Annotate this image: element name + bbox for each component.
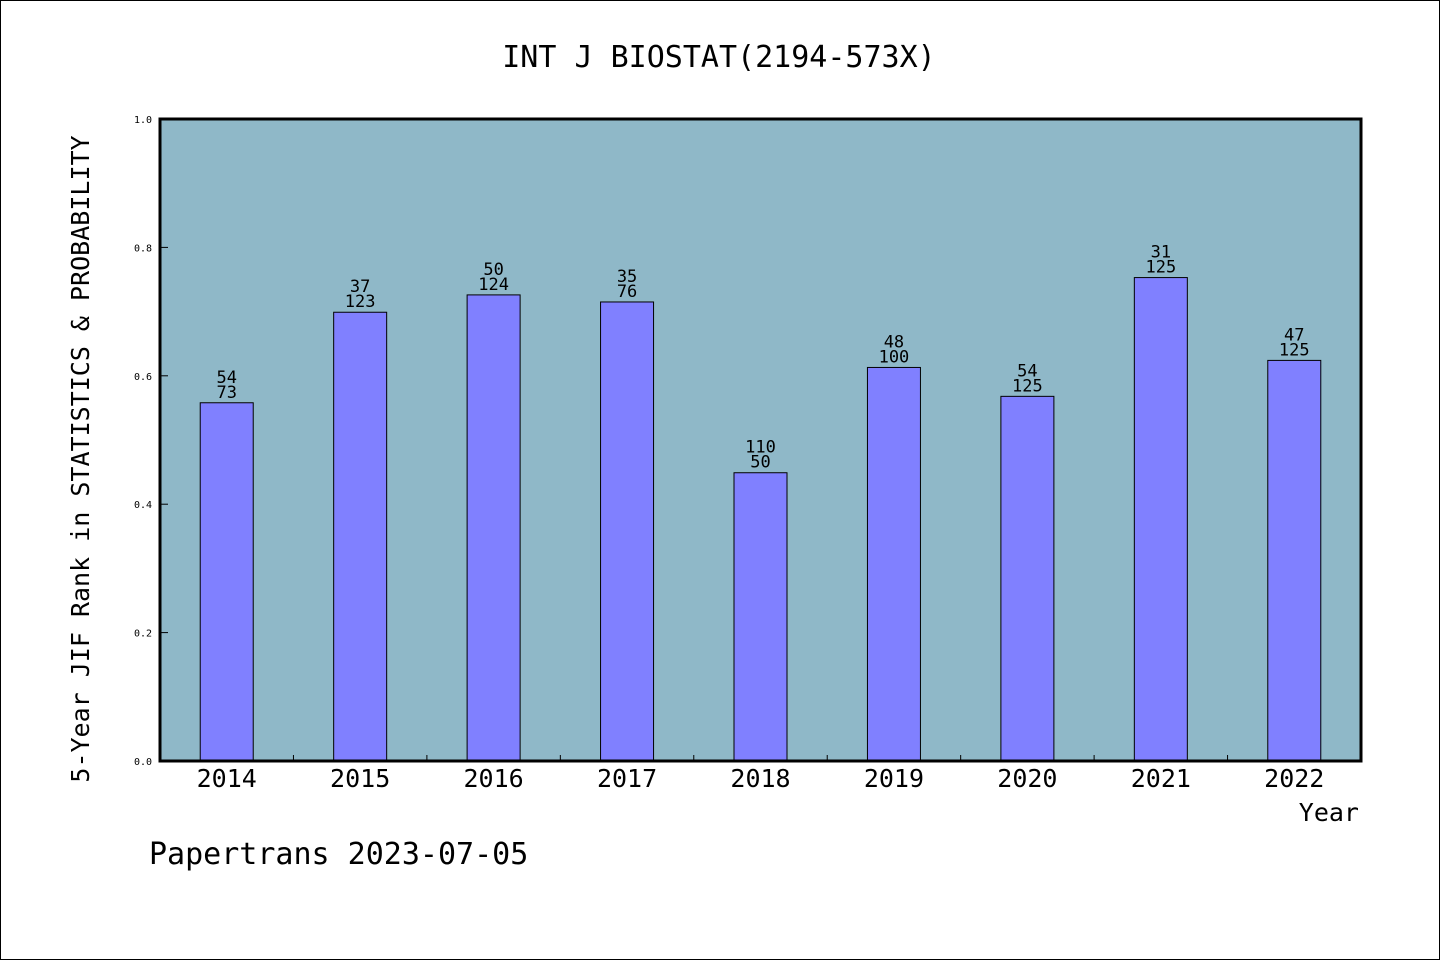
bar-rank-label: 31 xyxy=(1151,243,1171,263)
y-tick-label: 0.8 xyxy=(134,243,152,254)
y-axis-label: 5-Year JIF Rank in STATISTICS & PROBABIL… xyxy=(66,135,95,782)
x-tick-label: 2020 xyxy=(997,764,1057,793)
bar-total-label: 100 xyxy=(879,347,910,367)
bar-rank-label: 54 xyxy=(1017,361,1037,381)
bar-rank-label: 50 xyxy=(483,260,503,280)
chart-title: INT J BIOSTAT(2194-573X) xyxy=(502,40,935,75)
bars xyxy=(199,277,1322,762)
plot-border xyxy=(158,117,1363,763)
bar-total-label: 76 xyxy=(617,282,637,302)
x-tick-label: 2022 xyxy=(1264,764,1324,793)
x-axis-label: Year xyxy=(1299,798,1359,827)
y-tick-label: 0.0 xyxy=(134,757,152,768)
bar-total-label: 124 xyxy=(478,275,509,295)
x-tick-label: 2017 xyxy=(597,764,657,793)
bar-2017 xyxy=(600,301,655,762)
x-tick-label: 2016 xyxy=(464,764,524,793)
x-tick-label: 2018 xyxy=(730,764,790,793)
bar-rank-label: 48 xyxy=(884,332,904,352)
y-tick-label: 1.0 xyxy=(134,115,152,126)
bar-total-label: 125 xyxy=(1145,258,1176,278)
bar-2018 xyxy=(733,472,788,762)
bar-2022 xyxy=(1267,359,1322,762)
bar-total-label: 50 xyxy=(750,453,770,473)
bar-2016 xyxy=(466,294,521,762)
bar-rank-label: 47 xyxy=(1284,325,1304,345)
footer-text: Papertrans 2023-07-05 xyxy=(149,837,528,872)
bar-total-label: 123 xyxy=(345,292,376,312)
bar-rank-label: 35 xyxy=(617,267,637,287)
bar-2021 xyxy=(1133,277,1188,762)
x-tick-label: 2015 xyxy=(330,764,390,793)
bar-total-label: 125 xyxy=(1279,340,1310,360)
bar-rank-label: 37 xyxy=(350,277,370,297)
bar-2015 xyxy=(333,311,388,762)
x-tick-label: 2019 xyxy=(864,764,924,793)
x-tick-label: 2014 xyxy=(197,764,257,793)
y-tick-label: 0.4 xyxy=(134,500,152,511)
bar-rank-label: 110 xyxy=(745,438,776,458)
x-tick-label: 2021 xyxy=(1131,764,1191,793)
x-axis: 2014 2015 2016 2017 2018 2019 2020 2021 2022 xyxy=(197,755,1324,793)
bar-total-label: 125 xyxy=(1012,376,1043,396)
bar-2014 xyxy=(199,402,254,762)
bar-total-label: 73 xyxy=(216,383,236,403)
y-tick-label: 0.2 xyxy=(134,629,152,640)
bar-2019 xyxy=(866,366,921,762)
bar-rank-label: 54 xyxy=(216,368,236,388)
y-tick-label: 0.6 xyxy=(134,372,152,383)
bar-2020 xyxy=(1000,395,1055,762)
